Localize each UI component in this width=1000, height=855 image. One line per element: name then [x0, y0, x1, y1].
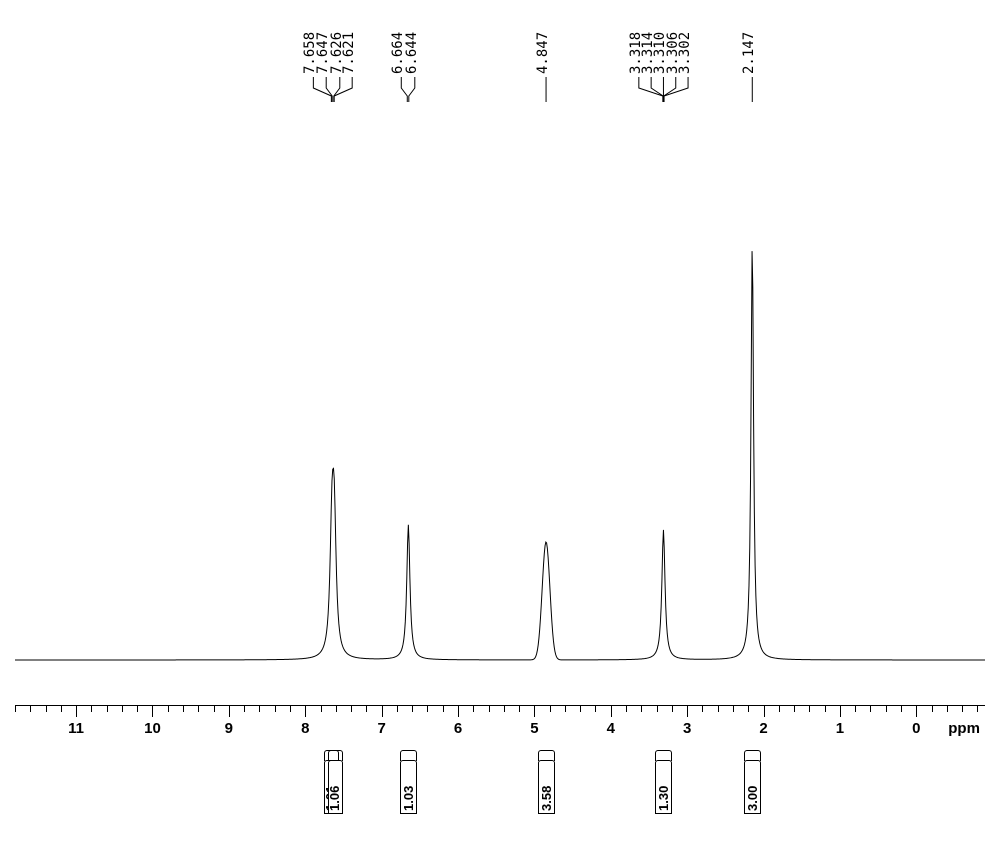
- axis-tick-minor: [947, 705, 948, 712]
- axis-tick-minor: [901, 705, 902, 712]
- peak-label: 7.621: [341, 32, 357, 74]
- axis-tick-label: 4: [607, 720, 615, 737]
- axis-tick-minor: [870, 705, 871, 712]
- axis-tick-minor: [198, 705, 199, 712]
- axis-tick-major: [382, 705, 383, 717]
- axis-tick-minor: [825, 705, 826, 712]
- axis-tick-minor: [565, 705, 566, 712]
- peak-label: 4.847: [535, 32, 551, 74]
- axis-tick-minor: [183, 705, 184, 712]
- axis-tick-major: [534, 705, 535, 717]
- axis-tick-minor: [580, 705, 581, 712]
- axis-tick-minor: [290, 705, 291, 712]
- axis-tick-minor: [61, 705, 62, 712]
- axis-tick-major: [152, 705, 153, 717]
- axis-tick-label: 11: [68, 720, 84, 737]
- axis-tick-major: [916, 705, 917, 717]
- axis-tick-minor: [168, 705, 169, 712]
- axis-tick-minor: [244, 705, 245, 712]
- integration-box: 3.58: [538, 760, 555, 814]
- axis-tick-minor: [30, 705, 31, 712]
- axis-tick-minor: [886, 705, 887, 712]
- axis-tick-minor: [672, 705, 673, 712]
- integration-value: 1.06: [327, 786, 342, 811]
- axis-tick-minor: [962, 705, 963, 712]
- peak-label: 2.147: [741, 32, 757, 74]
- integration-value: 3.58: [539, 786, 554, 811]
- axis-tick-label: 5: [530, 720, 538, 737]
- integration-box: 1.30: [655, 760, 672, 814]
- integration-box: 3.00: [744, 760, 761, 814]
- axis-tick-minor: [855, 705, 856, 712]
- axis-tick-label: 9: [225, 720, 233, 737]
- axis-tick-minor: [489, 705, 490, 712]
- axis-tick-major: [687, 705, 688, 717]
- axis-tick-minor: [932, 705, 933, 712]
- axis-tick-minor: [794, 705, 795, 712]
- axis-tick-major: [76, 705, 77, 717]
- axis-tick-label: 2: [759, 720, 767, 737]
- axis-tick-minor: [351, 705, 352, 712]
- axis-tick-major: [305, 705, 306, 717]
- axis-tick-minor: [107, 705, 108, 712]
- axis-tick-minor: [641, 705, 642, 712]
- axis-tick-minor: [46, 705, 47, 712]
- axis-unit-label: ppm: [948, 720, 980, 737]
- axis-tick-major: [229, 705, 230, 717]
- axis-tick-minor: [259, 705, 260, 712]
- axis-tick-minor: [122, 705, 123, 712]
- x-axis: 11109876543210 ppm: [15, 705, 985, 745]
- nmr-plot-area: 7.6587.6477.6267.6216.6646.6444.8473.318…: [15, 10, 985, 705]
- integration-value: 1.30: [656, 786, 671, 811]
- axis-tick-label: 7: [377, 720, 385, 737]
- axis-tick-minor: [397, 705, 398, 712]
- integration-box: 1.06: [328, 760, 343, 814]
- axis-tick-minor: [427, 705, 428, 712]
- peak-label: 3.302: [677, 32, 693, 74]
- axis-tick-label: 8: [301, 720, 309, 737]
- axis-tick-major: [764, 705, 765, 717]
- axis-tick-label: 3: [683, 720, 691, 737]
- axis-tick-label: 10: [144, 720, 161, 737]
- axis-tick-minor: [473, 705, 474, 712]
- axis-tick-minor: [443, 705, 444, 712]
- axis-tick-minor: [702, 705, 703, 712]
- axis-tick-major: [458, 705, 459, 717]
- axis-tick-minor: [275, 705, 276, 712]
- axis-tick-minor: [91, 705, 92, 712]
- axis-tick-label: 1: [836, 720, 844, 737]
- axis-tick-minor: [779, 705, 780, 712]
- axis-tick-minor: [595, 705, 596, 712]
- axis-tick-minor: [366, 705, 367, 712]
- axis-tick-minor: [336, 705, 337, 712]
- axis-tick-minor: [15, 705, 16, 712]
- axis-tick-minor: [626, 705, 627, 712]
- axis-tick-minor: [321, 705, 322, 712]
- axis-tick-minor: [809, 705, 810, 712]
- axis-tick-minor: [718, 705, 719, 712]
- axis-tick-minor: [657, 705, 658, 712]
- integration-layer: 1.011.061.033.581.303.00: [15, 752, 985, 847]
- axis-tick-label: 0: [912, 720, 920, 737]
- axis-tick-minor: [977, 705, 978, 712]
- axis-tick-minor: [733, 705, 734, 712]
- axis-tick-label: 6: [454, 720, 462, 737]
- axis-tick-minor: [504, 705, 505, 712]
- axis-tick-minor: [412, 705, 413, 712]
- axis-tick-major: [611, 705, 612, 717]
- nmr-spectrum-trace: [15, 10, 985, 705]
- axis-tick-minor: [519, 705, 520, 712]
- axis-tick-minor: [550, 705, 551, 712]
- integration-value: 1.03: [401, 786, 416, 811]
- integration-value: 3.00: [745, 786, 760, 811]
- peak-label: 6.644: [404, 32, 420, 74]
- axis-tick-major: [840, 705, 841, 717]
- integration-box: 1.03: [400, 760, 417, 814]
- axis-tick-minor: [748, 705, 749, 712]
- axis-tick-minor: [214, 705, 215, 712]
- axis-tick-minor: [137, 705, 138, 712]
